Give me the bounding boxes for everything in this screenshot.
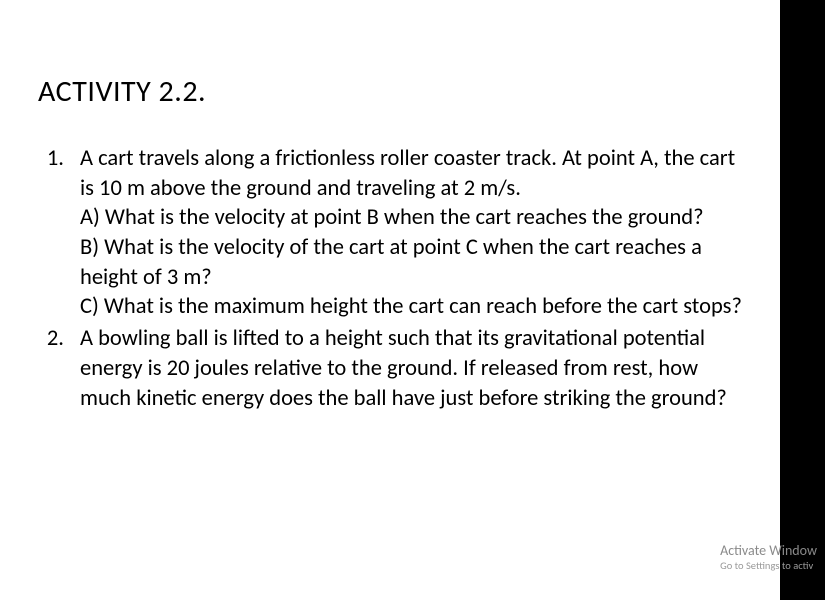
question-intro: A bowling ball is lifted to a height suc…: [80, 324, 744, 413]
question-part-c: C) What is the maximum height the cart c…: [80, 292, 744, 322]
question-body: A bowling ball is lifted to a height suc…: [80, 324, 744, 413]
question-part-b: B) What is the velocity of the cart at p…: [80, 233, 744, 292]
document-page: ACTIVITY 2.2. 1. A cart travels along a …: [0, 0, 780, 600]
question-list: 1. A cart travels along a frictionless r…: [36, 144, 744, 413]
question-item: 2. A bowling ball is lifted to a height …: [36, 324, 744, 413]
activity-title: ACTIVITY 2.2.: [38, 73, 744, 110]
question-number: 2.: [36, 324, 80, 413]
question-part-a: A) What is the velocity at point B when …: [80, 203, 744, 233]
question-number: 1.: [36, 144, 80, 322]
question-item: 1. A cart travels along a frictionless r…: [36, 144, 744, 322]
question-intro: A cart travels along a frictionless roll…: [80, 144, 744, 203]
question-body: A cart travels along a frictionless roll…: [80, 144, 744, 322]
